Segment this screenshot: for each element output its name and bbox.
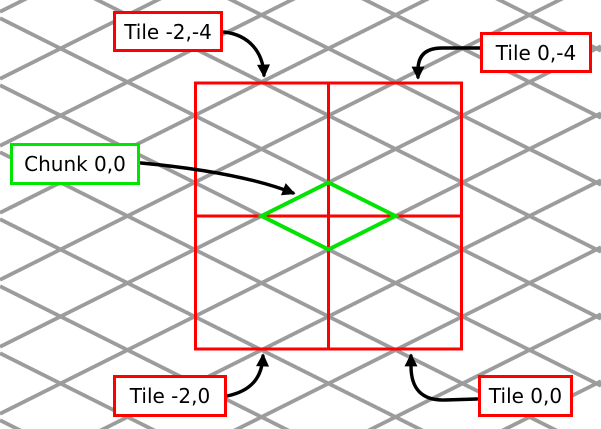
grid-line <box>0 0 296 148</box>
arrow-tile-se <box>404 353 479 402</box>
tile-sw-label-text: Tile -2,0 <box>129 384 211 408</box>
grid-line <box>495 0 601 53</box>
tile-ne-label: Tile 0,-4 <box>480 32 592 73</box>
grid-line <box>227 0 601 187</box>
chunk-label-text: Chunk 0,0 <box>24 152 126 176</box>
arrow-tile-sw <box>225 353 270 398</box>
grid-line <box>0 351 156 429</box>
grid-line <box>93 0 601 254</box>
arrow-tile-ne <box>411 46 482 80</box>
chunk-diamond-outline <box>257 180 400 252</box>
arrow-chunk <box>139 161 296 196</box>
grid-line <box>367 312 601 429</box>
grid-line <box>0 284 290 429</box>
tile-se-label-text: Tile 0,0 <box>488 384 563 408</box>
grid-line <box>0 16 601 321</box>
grid-line <box>0 111 601 416</box>
grid-line <box>0 0 162 81</box>
grid-line <box>0 0 564 282</box>
grid-line <box>99 178 601 429</box>
annotation-arrows <box>139 30 482 402</box>
chunk-label: Chunk 0,0 <box>10 143 140 185</box>
tile-ne-label-text: Tile 0,-4 <box>495 40 577 65</box>
tile-nw-label-text: Tile -2,-4 <box>124 19 212 44</box>
grid-line <box>233 245 601 429</box>
tile-sw-label: Tile -2,0 <box>113 375 227 417</box>
grid-line <box>0 217 424 429</box>
tile-boundary <box>194 81 463 351</box>
arrow-tile-nw <box>222 30 271 78</box>
tile-se-label: Tile 0,0 <box>478 375 573 417</box>
tile-nw-label: Tile -2,-4 <box>113 11 223 52</box>
